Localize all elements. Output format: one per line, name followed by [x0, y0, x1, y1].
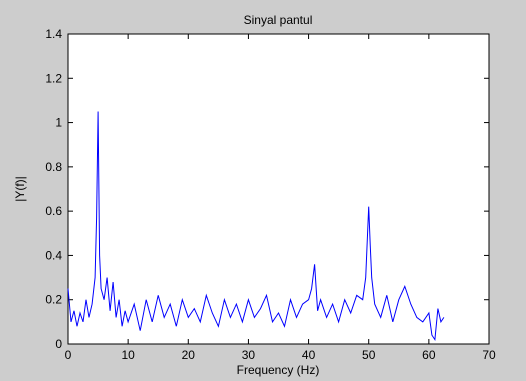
- x-tick-label: 50: [362, 348, 376, 362]
- series-line: [67, 111, 445, 342]
- x-tick-label: 40: [302, 348, 316, 362]
- series-layer: [67, 111, 445, 342]
- y-tick-label: 0.4: [45, 248, 62, 262]
- y-tick-label: 1.4: [45, 27, 62, 41]
- x-tick-label: 70: [482, 348, 496, 362]
- y-tick-label: 0.8: [45, 160, 62, 174]
- x-tick-label: 30: [242, 348, 256, 362]
- x-tick-label: 10: [121, 348, 135, 362]
- y-tick-label: 0.6: [45, 204, 62, 218]
- y-axis-label: |Y(f)|: [13, 176, 27, 202]
- plot-area: [67, 33, 490, 345]
- y-tick-label: 0.2: [45, 293, 62, 307]
- y-tick-label: 0: [55, 337, 62, 351]
- y-tick-label: 1: [55, 116, 62, 130]
- x-tick-label: 60: [422, 348, 436, 362]
- axis-ticks: 0 10 20 30 40 50 60 70 0 0.2 0.4 0.6 0.8 1 1.2 1.4: [45, 27, 496, 362]
- chart-title: Sinyal pantul: [244, 13, 313, 27]
- x-tick-label: 0: [65, 348, 72, 362]
- y-tick-label: 1.2: [45, 71, 62, 85]
- x-tick-label: 20: [182, 348, 196, 362]
- x-axis-label: Frequency (Hz): [237, 363, 320, 377]
